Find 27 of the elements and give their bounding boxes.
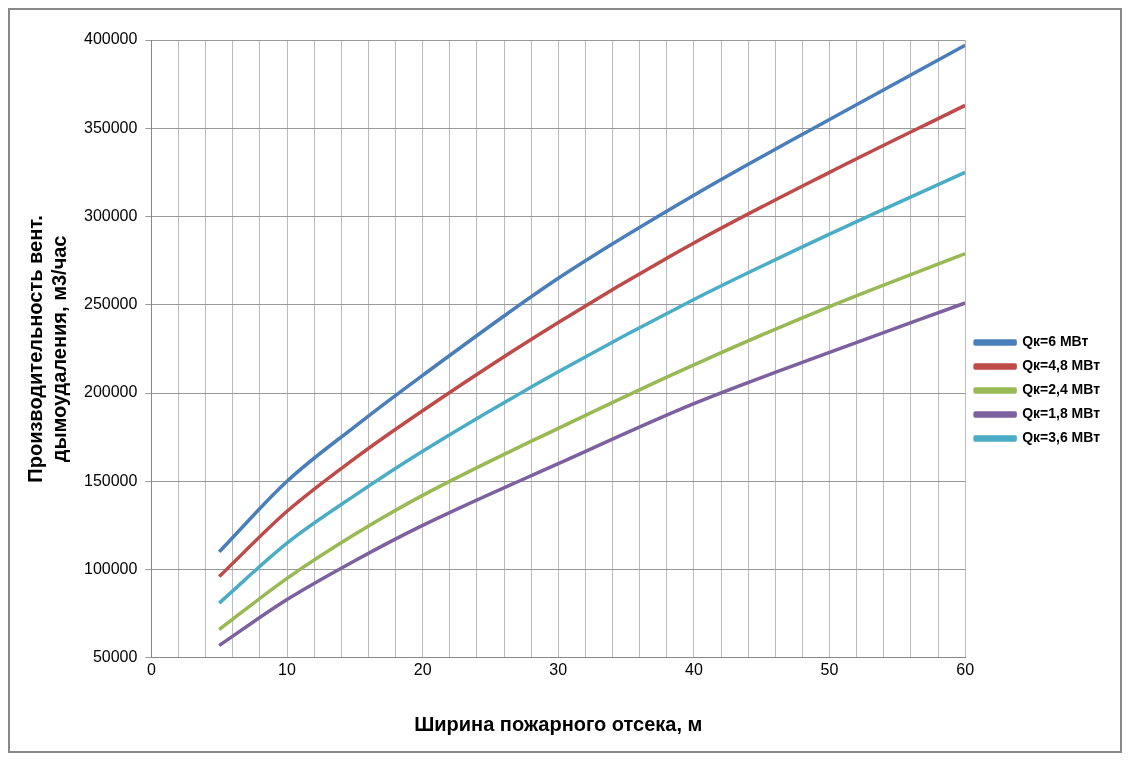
line-series — [217, 170, 966, 605]
y-tick-label: 100000 — [84, 559, 138, 577]
legend-label: Qк=1,8 МВт — [1022, 405, 1101, 422]
x-tick-label: 0 — [146, 660, 156, 678]
line-series — [217, 103, 966, 579]
x-tick-label: 10 — [278, 660, 297, 678]
x-tick-label: 50 — [820, 660, 839, 678]
line-series — [217, 251, 966, 632]
x-tick-label: 30 — [549, 660, 568, 678]
y-tick-label: 250000 — [84, 295, 138, 313]
legend-label: Qк=4,8 МВт — [1022, 357, 1101, 374]
y-tick-label: 400000 — [84, 30, 138, 48]
y-tick-label: 350000 — [84, 118, 138, 136]
legend-label: Qк=6 МВт — [1022, 333, 1089, 350]
x-tick-label: 40 — [684, 660, 703, 678]
x-tick-label: 60 — [956, 660, 975, 678]
y-tick-label: 200000 — [84, 383, 138, 401]
line-series — [217, 43, 966, 554]
x-axis-title: Ширина пожарного отсека, м — [414, 712, 703, 735]
legend-label: Qк=2,4 МВт — [1022, 381, 1101, 398]
y-axis-title: Производительность вент. дымоудаления, м3/час — [23, 215, 70, 483]
y-tick-label: 300000 — [84, 206, 138, 224]
y-tick-label: 150000 — [84, 471, 138, 489]
line-series — [217, 301, 966, 648]
x-tick-label: 20 — [413, 660, 432, 678]
y-tick-label: 50000 — [92, 648, 138, 666]
legend-label: Qк=3,6 МВт — [1022, 429, 1101, 446]
